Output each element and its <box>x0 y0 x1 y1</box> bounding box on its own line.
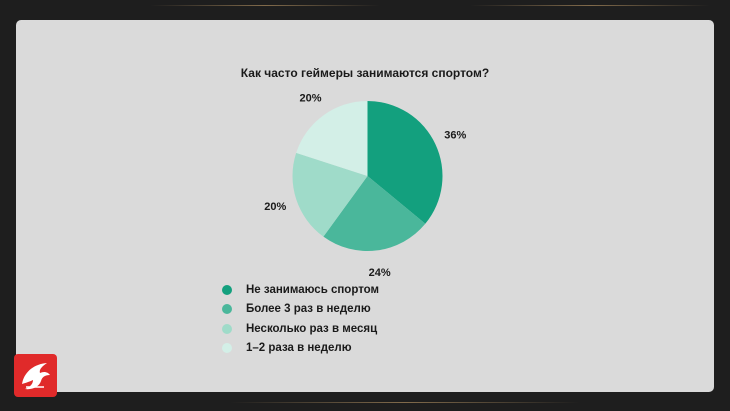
slice-value-label: 36% <box>444 130 466 142</box>
pie-slice <box>292 152 368 237</box>
legend-label: Несколько раз в месяц <box>246 322 378 335</box>
legend-swatch <box>222 323 232 334</box>
legend-label: Более 3 раз в неделю <box>246 303 371 316</box>
slice-value-label: 20% <box>299 93 321 105</box>
legend-swatch <box>222 343 232 354</box>
decorative-line-top-left <box>150 5 380 6</box>
legend-item: Более 3 раз в неделю <box>222 300 379 320</box>
legend-item: 1–2 раза в неделю <box>222 339 379 359</box>
decorative-line-bottom <box>230 402 580 403</box>
chart-title: Как часто геймеры занимаются спортом? <box>240 66 490 80</box>
legend-swatch <box>222 284 232 295</box>
legend-label: 1–2 раза в неделю <box>246 342 352 355</box>
slice-value-label: 20% <box>264 201 286 213</box>
dragon-logo-icon <box>14 354 57 397</box>
legend-swatch <box>222 304 232 315</box>
pie-slice <box>367 101 443 224</box>
legend-item: Несколько раз в месяц <box>222 319 379 339</box>
slice-value-label: 24% <box>369 267 391 279</box>
pie-slice <box>323 176 426 251</box>
decorative-line-top-right <box>470 5 710 6</box>
legend-label: Не занимаюсь спортом <box>246 283 380 296</box>
pie-slice <box>296 101 368 176</box>
chart-legend: Не занимаюсь спортом Более 3 раз в неделю… <box>222 280 379 358</box>
legend-item: Не занимаюсь спортом <box>222 280 379 300</box>
